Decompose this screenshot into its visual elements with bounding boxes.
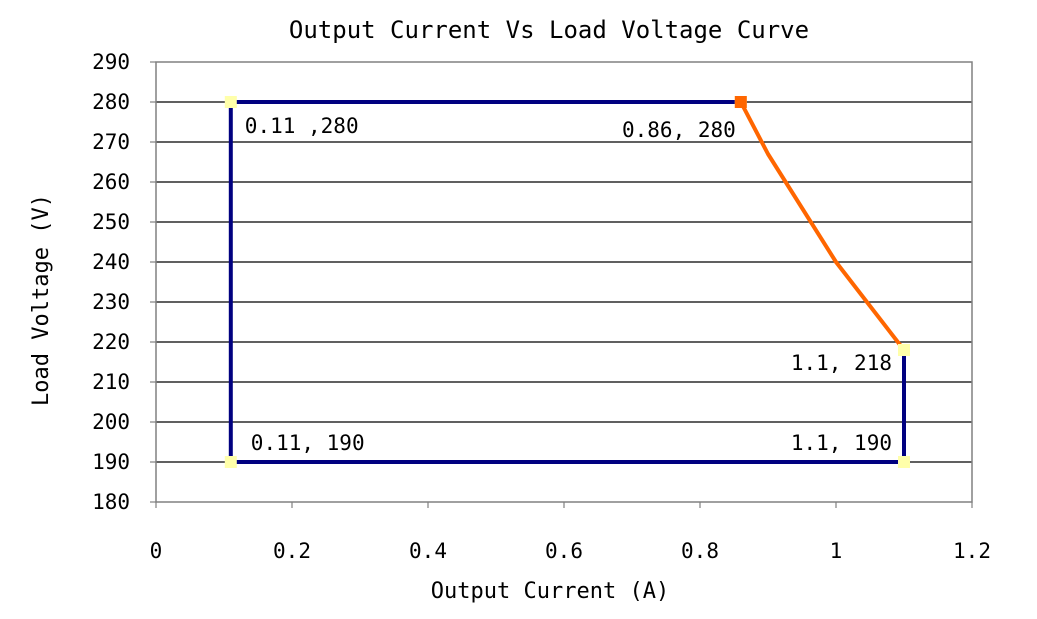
data-point [224,456,237,468]
x-tick-label: 0.4 [409,539,447,563]
data-point [898,344,910,356]
x-tick-label: 0.8 [681,539,719,563]
y-tick-label: 260 [92,170,130,194]
data-point [224,96,237,108]
y-tick-label: 290 [92,50,130,74]
series-line-2 [739,101,906,352]
y-tick-label: 230 [92,290,130,314]
x-tick-label: 1.2 [953,539,991,563]
data-label: 0.11 ,280 [245,114,359,138]
series-markers [224,96,910,468]
chart-title: Output Current Vs Load Voltage Curve [289,16,809,44]
y-tick-label: 200 [92,410,130,434]
y-axis-ticks: 180 190 200 210 220 230 240 250 260 270 280 290 [92,50,156,514]
y-tick-label: 240 [92,250,130,274]
series-lines [228,100,906,464]
data-label: 0.86, 280 [622,118,736,142]
y-tick-label: 180 [92,490,130,514]
data-label: 1.1, 190 [791,431,892,455]
y-axis-label: Load Voltage (V) [29,194,54,406]
x-axis-ticks: 0 0.2 0.4 0.6 0.8 1 1.2 [150,502,991,563]
y-tick-label: 280 [92,90,130,114]
x-tick-label: 0.6 [545,539,583,563]
y-tick-label: 210 [92,370,130,394]
y-tick-label: 220 [92,330,130,354]
series-line-1 [228,100,906,464]
x-tick-label: 0.2 [273,539,311,563]
x-axis-label: Output Current (A) [431,579,669,604]
data-point [734,96,747,108]
data-label: 0.11, 190 [251,431,365,455]
y-tick-label: 250 [92,210,130,234]
x-tick-label: 1 [830,539,843,563]
data-labels: 0.11 ,280 0.86, 280 1.1, 218 0.11, 190 1.1, … [245,114,892,455]
data-point [898,456,910,468]
x-tick-label: 0 [150,539,163,563]
data-label: 1.1, 218 [791,351,892,375]
y-tick-label: 270 [92,130,130,154]
y-tick-label: 190 [92,450,130,474]
grid [156,101,972,463]
